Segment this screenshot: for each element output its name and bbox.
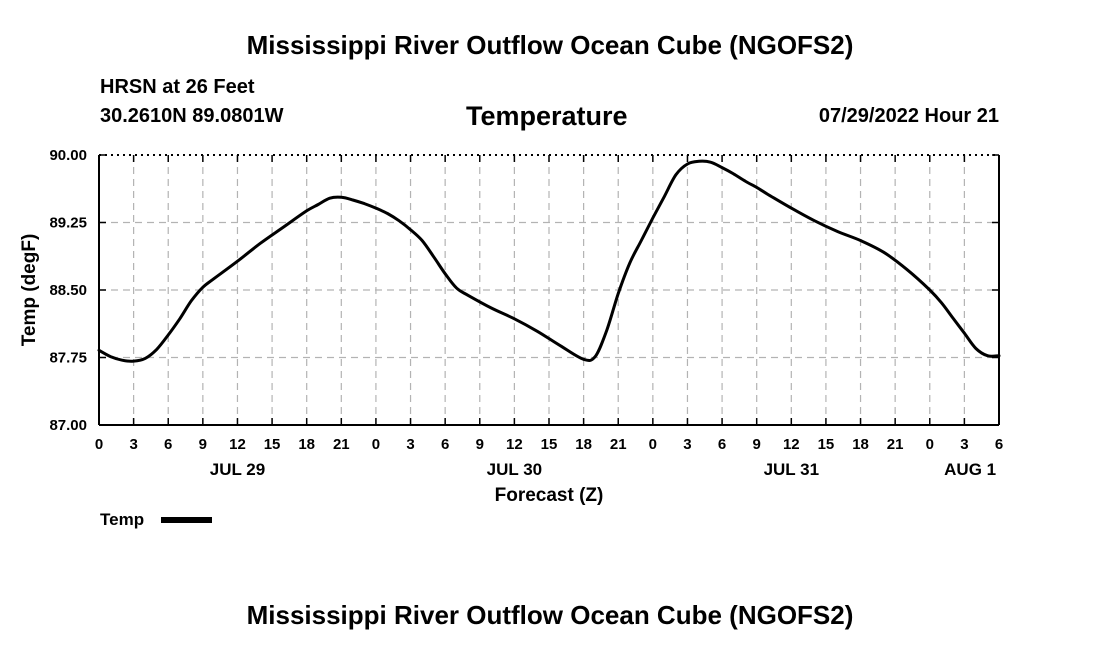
legend-line-swatch	[161, 517, 212, 523]
x-tick-label: 9	[753, 436, 761, 453]
series-layer	[97, 159, 1001, 363]
day-label: JUL 30	[487, 460, 542, 479]
footer-title: Mississippi River Outflow Ocean Cube (NG…	[246, 600, 854, 630]
x-tick-label: 3	[129, 436, 137, 453]
x-tick-label: 9	[199, 436, 207, 453]
x-tick-label: 18	[298, 436, 315, 453]
x-tick-label: 0	[926, 436, 934, 453]
day-label: JUL 31	[764, 460, 819, 479]
temp-series-line	[97, 159, 1001, 363]
day-label: JUL 29	[210, 460, 265, 479]
x-tick-label: 9	[476, 436, 484, 453]
y-tick-label: 87.00	[49, 417, 87, 434]
x-tick-label: 21	[333, 436, 350, 453]
x-tick-label: 6	[995, 436, 1003, 453]
x-tick-label: 18	[575, 436, 592, 453]
x-tick-label: 15	[541, 436, 558, 453]
x-tick-label: 12	[229, 436, 246, 453]
y-axis-title: Temp (degF)	[19, 234, 40, 347]
chart-title: Mississippi River Outflow Ocean Cube (NG…	[246, 30, 854, 60]
x-tick-label: 12	[783, 436, 800, 453]
variable-title: Temperature	[466, 101, 628, 131]
x-tick-label: 0	[372, 436, 380, 453]
y-tick-label: 88.50	[49, 282, 87, 299]
x-tick-label: 15	[818, 436, 835, 453]
day-label: AUG 1	[944, 460, 996, 479]
x-tick-label: 21	[610, 436, 627, 453]
grid-layer	[99, 155, 999, 425]
x-tick-label: 6	[164, 436, 172, 453]
x-tick-label: 12	[506, 436, 523, 453]
y-tick-label: 87.75	[49, 350, 87, 367]
y-tick-label: 89.25	[49, 215, 87, 232]
datetime-label: 07/29/2022 Hour 21	[818, 105, 999, 127]
x-axis-title: Forecast (Z)	[495, 485, 604, 506]
x-tick-label: 3	[960, 436, 968, 453]
y-tick-label: 90.00	[49, 147, 87, 164]
x-tick-label: 21	[887, 436, 904, 453]
x-tick-label: 3	[683, 436, 691, 453]
x-tick-label: 15	[264, 436, 281, 453]
x-tick-label: 3	[406, 436, 414, 453]
x-tick-label: 18	[852, 436, 869, 453]
x-tick-label: 0	[649, 436, 657, 453]
x-tick-label: 0	[95, 436, 103, 453]
legend-label: Temp	[100, 510, 145, 529]
coordinates-label: 30.2610N 89.0801W	[100, 105, 284, 127]
station-label: HRSN at 26 Feet	[100, 76, 255, 98]
x-tick-label: 6	[441, 436, 449, 453]
axis-layer: 0 3 6 9 12 15 18 21 0 3 6 9 12 15 18 21 0 3 6 9 12 15 18 21 0 3 6 8…	[19, 147, 1003, 506]
x-tick-label: 6	[718, 436, 726, 453]
